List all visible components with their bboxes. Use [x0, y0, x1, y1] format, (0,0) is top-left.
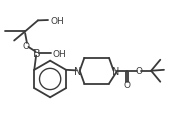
Text: N: N: [112, 66, 119, 76]
Text: B: B: [33, 49, 41, 59]
Text: O: O: [136, 67, 143, 76]
Text: N: N: [74, 66, 82, 76]
Text: OH: OH: [53, 49, 67, 58]
Text: O: O: [23, 41, 30, 50]
Text: O: O: [124, 80, 131, 89]
Text: OH: OH: [50, 16, 64, 25]
